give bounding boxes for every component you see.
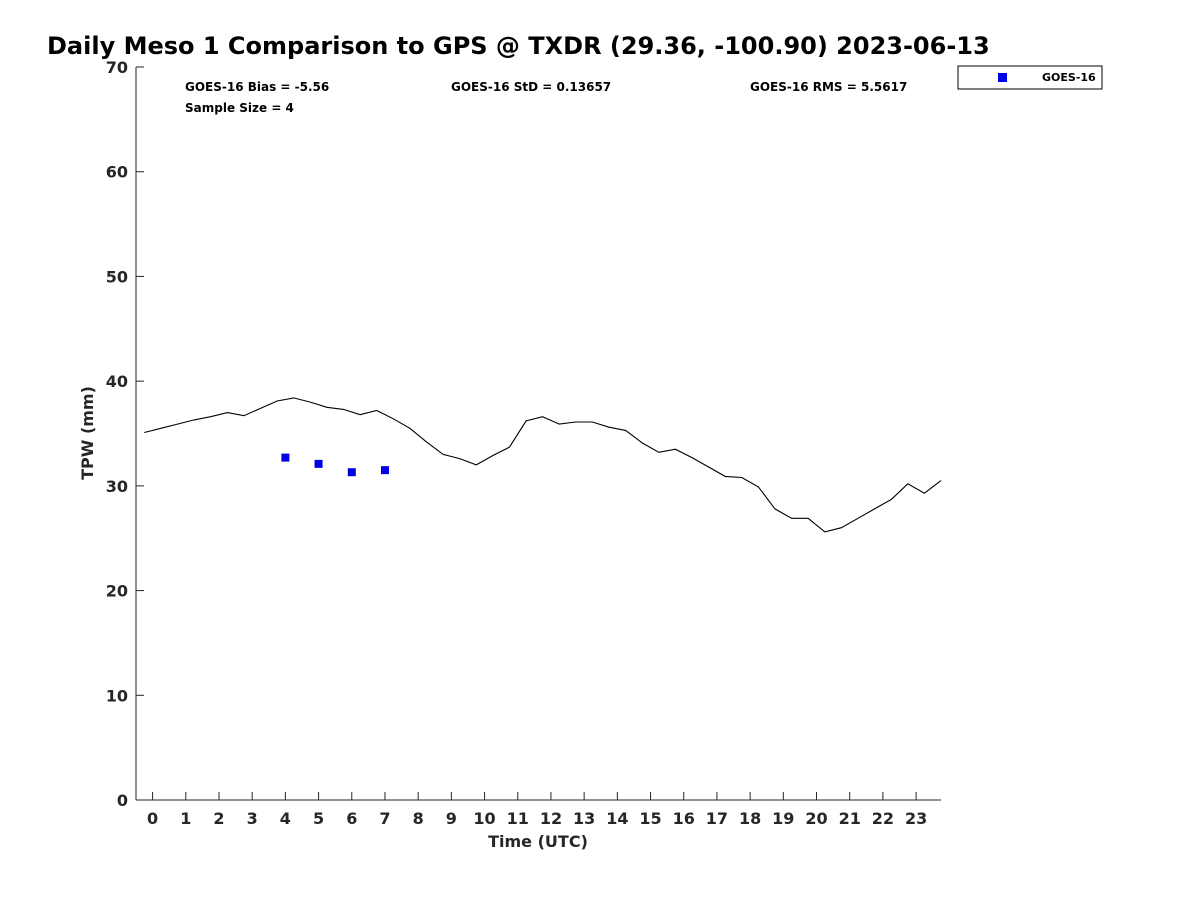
x-tick-label: 8 [413,809,424,828]
x-tick-label: 4 [280,809,291,828]
x-tick-label: 9 [446,809,457,828]
goes-16-point [380,466,389,475]
x-tick-label: 22 [872,809,894,828]
x-tick-label: 12 [540,809,562,828]
plot-area [144,397,942,533]
x-tick-label: 18 [739,809,761,828]
x-tick-label: 14 [606,809,628,828]
y-tick-label: 60 [106,163,128,182]
gps-tpw-line [144,397,942,533]
y-tick-label: 50 [106,267,128,286]
x-tick-label: 16 [673,809,695,828]
x-tick-label: 3 [247,809,258,828]
x-tick-label: 21 [839,809,861,828]
y-tick-label: 70 [106,58,128,77]
y-tick-label: 10 [106,686,128,705]
y-tick-label: 30 [106,477,128,496]
goes-16-point [281,453,290,462]
statistics-annotations: GOES-16 Bias = -5.56 GOES-16 StD = 0.1365… [185,80,907,115]
stat-annotation: GOES-16 RMS = 5.5617 [750,80,907,94]
stat-annotation: GOES-16 Bias = -5.56 [185,80,329,94]
x-tick-label: 15 [639,809,661,828]
x-tick-label: 19 [772,809,794,828]
x-tick-label: 23 [905,809,927,828]
x-tick-label: 17 [706,809,728,828]
y-axis-label: TPW (mm) [78,386,97,480]
legend-marker-goes-16 [998,73,1007,82]
y-tick-label: 40 [106,372,128,391]
goes-16-point [314,459,323,468]
x-tick-label: 20 [805,809,827,828]
chart-title: Daily Meso 1 Comparison to GPS @ TXDR (2… [47,32,990,60]
x-axis-label: Time (UTC) [488,832,588,851]
x-tick-label: 1 [180,809,191,828]
x-tick-label: 2 [213,809,224,828]
y-tick-label: 0 [117,791,128,810]
stat-annotation: Sample Size = 4 [185,101,294,115]
x-tick-label: 0 [147,809,158,828]
x-tick-label: 6 [346,809,357,828]
axes [135,67,941,801]
y-tick-label: 20 [106,582,128,601]
x-tick-label: 10 [473,809,495,828]
x-tick-label: 13 [573,809,595,828]
goes-16-point [347,468,356,477]
legend-label-goes-16: GOES-16 [1042,71,1096,84]
legend-box [957,65,1103,90]
x-tick-label: 11 [507,809,529,828]
x-tick-label: 5 [313,809,324,828]
x-tick-label: 7 [379,809,390,828]
stat-annotation: GOES-16 StD = 0.13657 [451,80,611,94]
legend: GOES-16 [957,65,1103,90]
